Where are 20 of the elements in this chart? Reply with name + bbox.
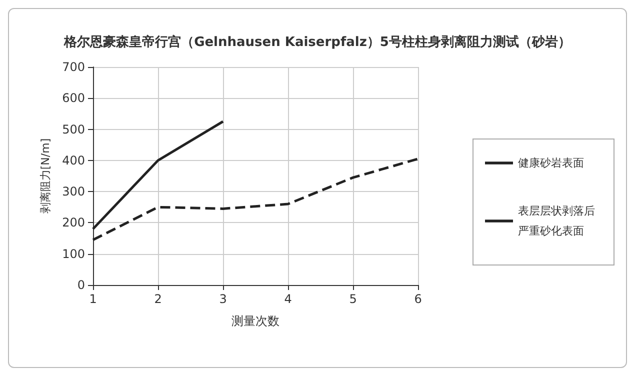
x-tick-label: 4 xyxy=(284,292,292,306)
x-tick-label: 2 xyxy=(154,292,162,306)
x-axis-title: 测量次数 xyxy=(232,314,280,328)
x-tick-label: 5 xyxy=(349,292,357,306)
y-tick-label: 600 xyxy=(62,91,85,106)
y-tick-label: 0 xyxy=(77,278,85,292)
legend-label: 表层层状剥落后严重砂化表面 xyxy=(518,204,595,238)
chart-title: 格尔恩豪森皇帝行宫（Gelnhausen Kaiserpfalz）5号柱柱身剥离阻力测试（砂岩） xyxy=(63,34,571,50)
legend-label: 健康砂岩表面 xyxy=(518,156,584,170)
x-tick-label: 3 xyxy=(219,292,227,306)
y-tick-label: 100 xyxy=(62,246,85,261)
x-tick-label: 6 xyxy=(414,292,422,306)
y-tick-label: 200 xyxy=(62,216,85,230)
x-tick-label: 1 xyxy=(89,292,97,306)
y-tick-label: 400 xyxy=(62,153,85,168)
y-tick-label: 700 xyxy=(62,60,85,74)
y-axis-title: 剥离阻力[N/m] xyxy=(39,138,52,214)
y-tick-label: 300 xyxy=(62,184,85,199)
y-tick-label: 500 xyxy=(62,122,85,136)
line-series xyxy=(92,158,420,242)
